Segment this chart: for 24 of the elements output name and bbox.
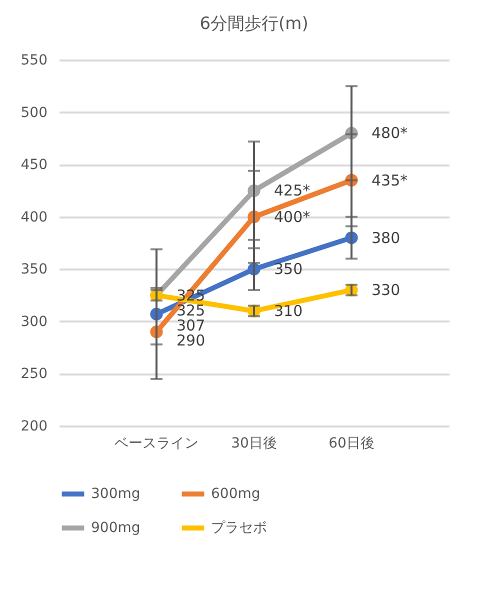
data-label: 480* [372,124,408,142]
y-tick-label: 400 [20,209,48,226]
x-tick-label: 30日後 [231,436,277,452]
data-label: 425* [274,182,311,200]
legend-label: 300mg [91,486,140,502]
legend-label: 600mg [211,486,260,502]
legend-label: 900mg [91,520,140,536]
y-tick-label: 450 [20,157,48,174]
y-tick-label: 250 [20,366,48,382]
y-tick-label: 350 [20,262,48,278]
data-label: 380 [372,228,400,247]
legend-label: プラセボ [211,520,267,536]
y-tick-label: 300 [20,314,48,330]
x-tick-label: 60日後 [328,436,374,452]
data-label: 330 [372,281,400,300]
y-tick-label: 550 [20,52,48,68]
data-label: 350 [274,260,303,278]
data-label: 400* [274,208,311,226]
chart-title: 6分間歩行(m) [200,14,308,34]
data-label: 310 [274,302,303,320]
data-label: 435* [372,171,408,190]
y-tick-label: 200 [20,418,48,434]
y-tick-label: 500 [20,104,48,121]
x-tick-label: ベースライン [114,436,198,452]
